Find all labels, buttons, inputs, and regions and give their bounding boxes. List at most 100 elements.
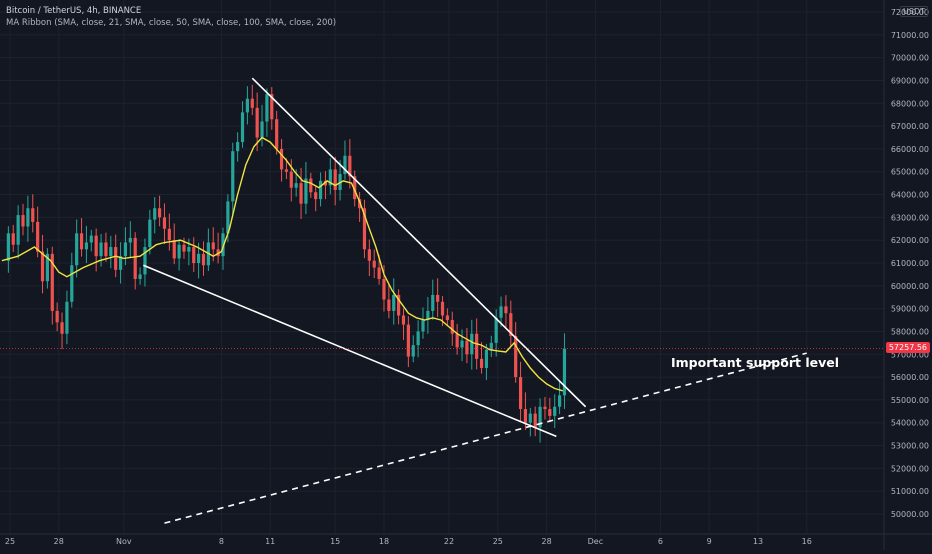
- candle-body: [377, 267, 381, 279]
- symbol-title[interactable]: Bitcoin / TetherUS, 4h, BINANCE: [6, 6, 142, 16]
- candle-body: [6, 233, 10, 261]
- candle-body: [182, 244, 186, 252]
- candle-body: [245, 98, 249, 113]
- candle-body: [455, 333, 459, 348]
- candle-body: [362, 208, 367, 250]
- candle-body: [318, 180, 323, 200]
- candle-body: [84, 242, 89, 250]
- candle-body: [143, 247, 147, 275]
- y-tick-label: 53000.00: [891, 442, 929, 451]
- candle-body: [416, 331, 420, 346]
- x-tick-label: 28: [541, 537, 551, 546]
- candle-body: [99, 242, 103, 257]
- candle-body: [475, 333, 479, 359]
- candle-body: [255, 107, 259, 138]
- x-tick-label: 13: [753, 537, 763, 546]
- candle-body: [70, 265, 74, 302]
- y-tick-label: 61000.00: [891, 259, 929, 268]
- candle-body: [304, 178, 308, 204]
- y-tick-label: 57000.00: [891, 350, 929, 359]
- candle-body: [372, 260, 376, 268]
- candle-body: [104, 242, 108, 257]
- candle-body: [450, 320, 454, 334]
- candle-body: [221, 233, 225, 257]
- candle-body: [31, 208, 35, 222]
- y-tick-label: 51000.00: [891, 487, 929, 496]
- candle-body: [114, 247, 118, 270]
- wedge-trendline[interactable]: [251, 77, 587, 408]
- candle-body: [21, 215, 25, 227]
- y-tick-label: 67000.00: [891, 122, 929, 131]
- candle-body: [470, 333, 474, 355]
- candle-body: [401, 315, 406, 325]
- candle-body: [157, 208, 162, 218]
- candle-body: [299, 183, 303, 204]
- candle-body: [523, 409, 528, 423]
- candle-body: [528, 413, 532, 423]
- currency-label[interactable]: USDT: [900, 6, 928, 17]
- candle-body: [465, 340, 469, 355]
- x-tick-label: 16: [802, 537, 812, 546]
- candle-body: [109, 247, 113, 257]
- candle-body: [289, 171, 293, 188]
- x-tick-label: 25: [493, 537, 503, 546]
- candle-body: [489, 342, 493, 350]
- y-tick-label: 66000.00: [891, 145, 929, 154]
- y-tick-label: 60000.00: [891, 282, 929, 291]
- candle-body: [397, 294, 401, 316]
- candle-body: [211, 242, 215, 250]
- candle-body: [279, 148, 284, 170]
- y-tick-label: 64000.00: [891, 191, 929, 200]
- candle-body: [79, 233, 84, 250]
- support-trendline[interactable]: [164, 352, 807, 524]
- candle-body: [236, 142, 240, 152]
- y-tick-label: 65000.00: [891, 168, 929, 177]
- candle-body: [484, 349, 489, 368]
- candle-body: [226, 201, 230, 234]
- candle-body: [128, 237, 132, 243]
- y-tick-label: 50000.00: [891, 510, 929, 519]
- x-tick-label: 28: [54, 537, 64, 546]
- candle-body: [367, 249, 371, 261]
- y-tick-label: 52000.00: [891, 464, 929, 473]
- candle-body: [40, 251, 45, 282]
- x-tick-label: 8: [219, 537, 224, 546]
- candle-body: [553, 406, 557, 416]
- candle-body: [509, 313, 513, 337]
- candle-body: [265, 94, 269, 122]
- candle-body: [514, 336, 518, 378]
- wedge-trendline[interactable]: [143, 264, 557, 438]
- candle-body: [65, 301, 69, 334]
- candle-body: [231, 151, 235, 202]
- candle-body: [197, 253, 201, 263]
- x-tick-label: 6: [658, 537, 663, 546]
- y-tick-label: 72000.00: [891, 8, 929, 17]
- candle-body: [45, 253, 49, 282]
- x-tick-label: 15: [330, 537, 340, 546]
- ma-ribbon-line[interactable]: [1, 136, 563, 392]
- candle-body: [421, 320, 425, 332]
- candle-body: [89, 235, 93, 243]
- candle-body: [284, 169, 289, 172]
- candle-body: [167, 228, 171, 241]
- candle-body: [426, 310, 430, 321]
- y-tick-label: 56000.00: [891, 373, 929, 382]
- candle-body: [172, 240, 176, 259]
- candle-body: [392, 294, 396, 311]
- x-tick-label: 11: [265, 537, 275, 546]
- candle-body: [548, 409, 552, 416]
- y-tick-label: 71000.00: [891, 31, 929, 40]
- candle-body: [309, 178, 313, 193]
- candle-body: [187, 247, 191, 252]
- candle-body: [557, 395, 562, 407]
- candle-body: [387, 299, 391, 311]
- candle-body: [11, 233, 15, 245]
- annotation-text[interactable]: Important support level: [671, 355, 839, 370]
- candle-body: [499, 306, 503, 318]
- candle-body: [411, 345, 415, 357]
- indicator-legend[interactable]: MA Ribbon (SMA, close, 21, SMA, close, 5…: [6, 18, 337, 28]
- y-tick-label: 69000.00: [891, 76, 929, 85]
- y-tick-label: 55000.00: [891, 396, 929, 405]
